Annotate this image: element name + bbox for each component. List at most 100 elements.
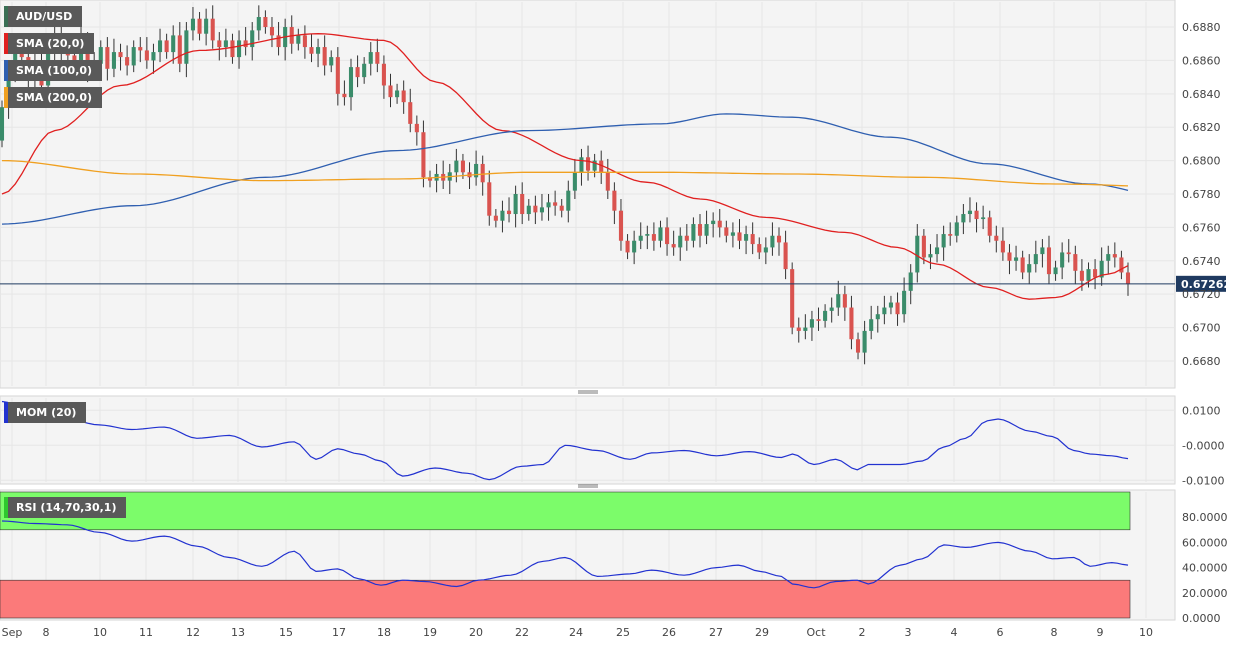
sma200-tag: SMA (200,0) (4, 87, 103, 108)
rsi-y-tick-label: 80.0000 (1182, 511, 1228, 524)
candle-body (98, 47, 103, 64)
candle-body (744, 234, 749, 241)
price-y-tick-label: 0.6700 (1182, 322, 1221, 335)
rsi-y-tick-label: 60.0000 (1182, 536, 1228, 549)
candle-body (704, 224, 709, 236)
candle-body (131, 47, 136, 66)
candle-body (223, 40, 228, 48)
candle-body (263, 17, 268, 28)
candle-body (1053, 267, 1058, 275)
candle-body (243, 40, 248, 48)
candle-body (875, 314, 880, 320)
candle-body (500, 210, 505, 221)
x-tick-label: Oct (806, 626, 826, 639)
candle-body (836, 294, 841, 308)
candle-body (1033, 254, 1038, 265)
sma100-tag: SMA (100,0) (4, 60, 103, 81)
axis-labels: 0.6680 0.6700 0.6720 0.6740 0.6760 0.6780 0.68… (2, 21, 1228, 639)
candle-body (1027, 264, 1032, 273)
candle-body (711, 220, 716, 225)
candle-body (348, 67, 354, 98)
candle-body (934, 247, 940, 255)
candle-body (111, 52, 116, 69)
candle-body (625, 240, 630, 253)
candle-body (757, 244, 762, 253)
candle-body (1125, 272, 1131, 285)
rsi-label: RSI (14,70,30,1) (16, 501, 117, 514)
x-tick-label: 13 (231, 626, 245, 639)
candle-body (770, 235, 775, 248)
candle-body (296, 35, 301, 44)
candle-body (316, 47, 321, 54)
candle-body (480, 163, 485, 183)
candle-body (632, 240, 637, 253)
candle-body (1040, 247, 1045, 255)
price-y-tick-label: 0.6780 (1182, 188, 1221, 201)
candle-body (454, 160, 459, 173)
sma20-swatch (4, 33, 8, 54)
candle-body (342, 93, 347, 98)
candle-body (157, 40, 163, 53)
candle-body (763, 247, 768, 253)
candle-body (546, 202, 551, 208)
candle-body (566, 190, 571, 211)
candle-body (269, 27, 275, 36)
candle-body (1119, 257, 1124, 273)
last-price-tag (1176, 275, 1226, 292)
sma100-swatch (4, 60, 8, 81)
last-price-label: 0.67262 (1181, 278, 1231, 291)
panel-splitter-bottom[interactable] (578, 484, 598, 488)
candle-body (730, 232, 735, 236)
candle-body (1020, 257, 1025, 273)
candle-body (592, 160, 597, 171)
candle-body (586, 157, 591, 171)
symbol-label: AUD/USD (16, 10, 73, 23)
mom-panel-bg (0, 395, 1176, 485)
candle-body (401, 90, 406, 103)
candle-body (237, 40, 242, 58)
sma200-label: SMA (200,0) (16, 91, 93, 104)
candle-body (915, 235, 920, 273)
candle-body (816, 319, 821, 321)
candle-body (105, 47, 110, 69)
mom-label: MOM (20) (16, 406, 77, 419)
candle-body (506, 210, 512, 215)
sma200-swatch (4, 87, 8, 108)
candle-body (395, 90, 400, 98)
panel-splitter-top[interactable] (578, 390, 598, 394)
candle-body (691, 224, 696, 241)
candle-body (1099, 260, 1104, 278)
candle-body (994, 235, 999, 241)
candle-body (921, 235, 926, 258)
price-y-tick-label: 0.6740 (1182, 255, 1221, 268)
x-tick-label: 29 (755, 626, 769, 639)
candle-body (513, 194, 518, 215)
candle-body (1007, 252, 1012, 261)
candle-body (204, 18, 209, 34)
candle-body (638, 235, 643, 241)
candle-body (612, 190, 617, 211)
x-tick-label: 17 (332, 626, 346, 639)
candle-body (539, 207, 544, 213)
candle-body (796, 327, 801, 331)
mom-y-tick-label: 0.0100 (1182, 404, 1221, 417)
mom-swatch (4, 402, 8, 423)
candle-body (684, 235, 689, 241)
candle-body (829, 307, 834, 311)
candle-body (776, 235, 782, 243)
candle-body (737, 232, 742, 241)
candle-body (1093, 269, 1098, 278)
last-price-line: 0.67262 (0, 275, 1231, 292)
candle-body (171, 35, 176, 53)
candle-body (928, 254, 933, 258)
candle-body (658, 227, 663, 241)
candle-body (908, 272, 913, 291)
candle-body (750, 234, 755, 245)
candle-body (276, 35, 281, 48)
sma200-line (1, 159, 1129, 187)
candle-body (230, 40, 235, 58)
rsi-line (1, 520, 1129, 589)
candle-body (605, 172, 610, 191)
candle-body (184, 30, 189, 64)
